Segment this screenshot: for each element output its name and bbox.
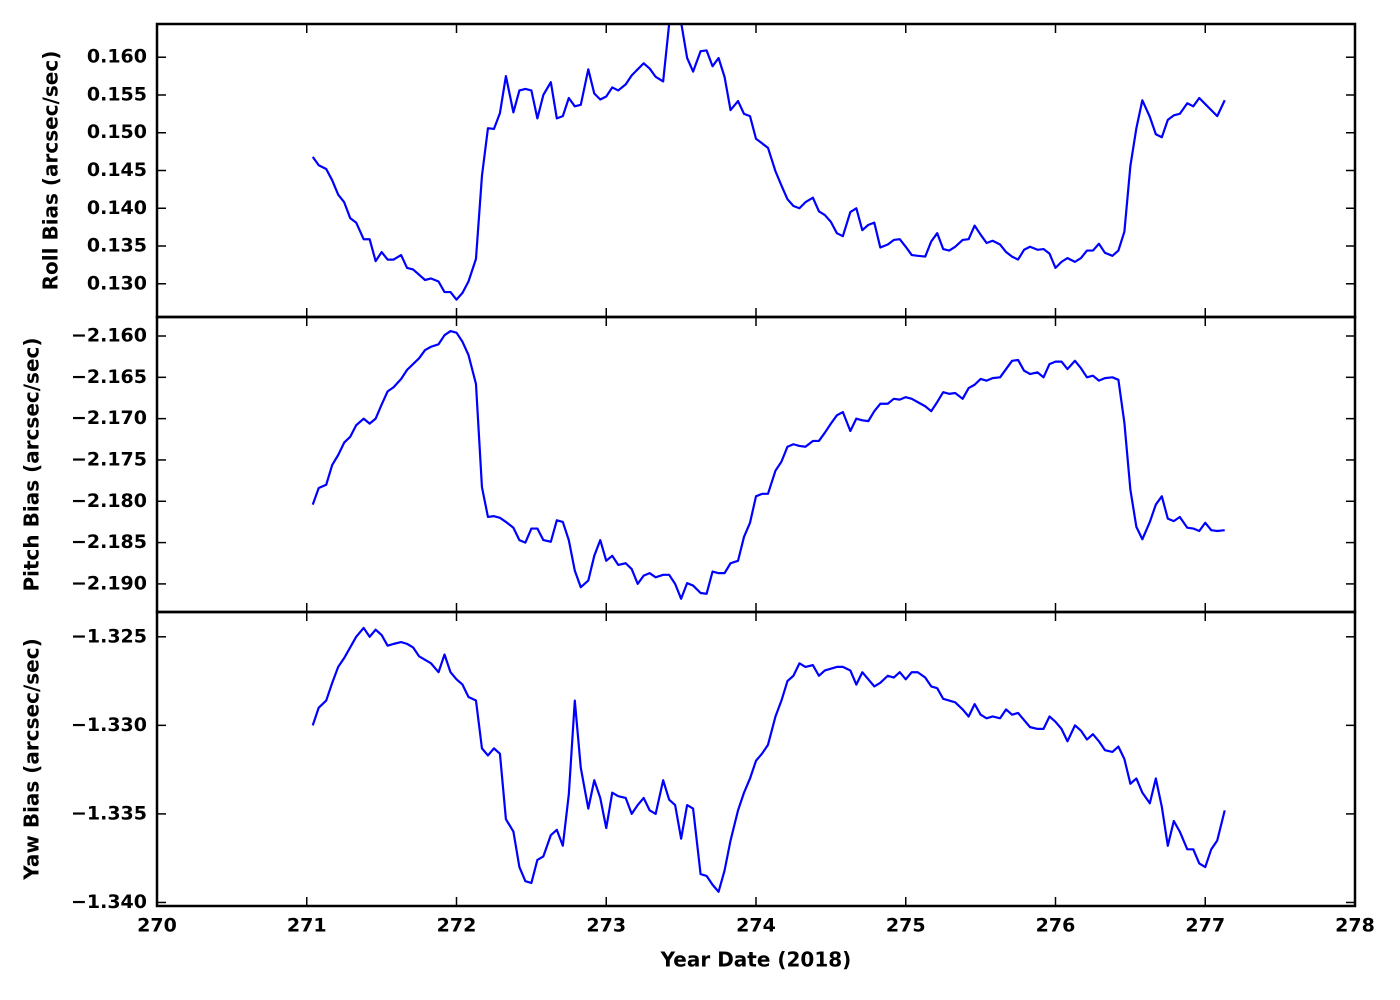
- x-tick-label: 275: [886, 915, 926, 937]
- x-tick-label: 276: [1036, 915, 1076, 937]
- y-tick-label: −2.175: [71, 448, 147, 470]
- y-tick-label: −2.180: [71, 490, 147, 512]
- y-axis-label: Yaw Bias (arcsec/sec): [20, 638, 44, 881]
- y-tick-label: 0.160: [87, 46, 147, 68]
- y-tick-label: −2.170: [71, 407, 147, 429]
- y-tick-label: 0.130: [87, 272, 147, 294]
- y-tick-label: −2.185: [71, 531, 147, 553]
- y-tick-label: −2.165: [71, 366, 147, 388]
- x-tick-label: 278: [1335, 915, 1375, 937]
- y-tick-label: −1.330: [71, 714, 147, 736]
- y-axis-label: Roll Bias (arcsec/sec): [39, 51, 63, 291]
- y-tick-label: 0.155: [87, 83, 147, 105]
- y-tick-label: −2.190: [71, 572, 147, 594]
- data-line: [311, 329, 1225, 600]
- x-tick-label: 271: [287, 915, 327, 937]
- data-line: [311, 626, 1226, 893]
- y-tick-label: 0.135: [87, 235, 147, 257]
- y-tick-label: −1.325: [71, 625, 147, 647]
- x-tick-label: 270: [137, 915, 177, 937]
- y-axis-label: Pitch Bias (arcsec/sec): [20, 337, 44, 591]
- y-tick-label: 0.150: [87, 121, 147, 143]
- x-tick-label: 272: [437, 915, 477, 937]
- x-tick-label: 277: [1185, 915, 1225, 937]
- x-tick-label: 273: [586, 915, 626, 937]
- y-tick-label: −1.335: [71, 802, 147, 824]
- data-line: [311, 24, 1226, 301]
- axes-frame: [155, 22, 1357, 319]
- x-tick-label: 274: [736, 915, 776, 937]
- y-tick-label: −2.160: [71, 325, 147, 347]
- x-axis-label: Year Date (2018): [660, 948, 852, 972]
- y-tick-label: 0.145: [87, 159, 147, 181]
- axes-frame: [155, 315, 1357, 614]
- axes-frame: [155, 610, 1357, 908]
- y-tick-label: 0.140: [87, 197, 147, 219]
- y-tick-label: −1.340: [71, 891, 147, 913]
